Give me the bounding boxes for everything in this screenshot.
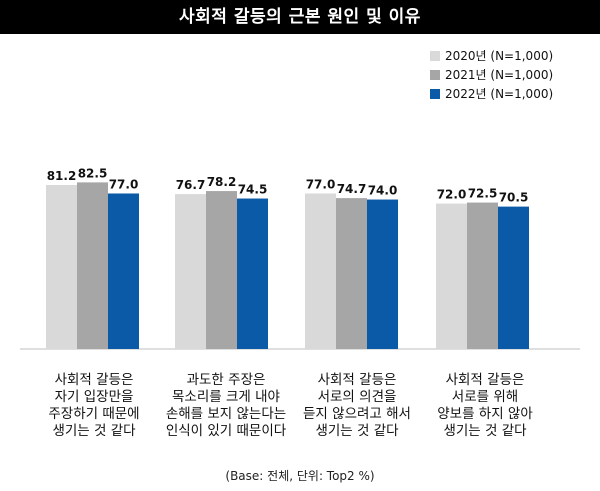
- legend-label-1: 2020년 (N=1,000): [445, 49, 553, 63]
- data-label-2-2: 78.2: [207, 175, 237, 189]
- bar-3-4: [498, 206, 529, 349]
- data-label-3-1: 77.0: [109, 177, 139, 191]
- data-label-1-2: 76.7: [176, 178, 206, 192]
- category-label-3: 사회적 갈등은 서로의 의견을 듣지 않으려고 해서 생기는 것 같다: [303, 372, 411, 439]
- category-label-1: 사회적 갈등은 자기 입장만을 주장하기 때문에 생기는 것 같다: [48, 372, 140, 439]
- legend-label-3: 2022년 (N=1,000): [445, 87, 553, 101]
- data-label-1-3: 77.0: [306, 177, 336, 191]
- chart-title: 사회적 갈등의 근본 원인 및 이유: [179, 7, 421, 27]
- bar-1-1: [46, 185, 77, 349]
- data-label-2-3: 74.7: [337, 182, 367, 196]
- bar-1-4: [436, 203, 467, 349]
- data-label-2-4: 72.5: [468, 187, 498, 201]
- bar-2-4: [467, 202, 498, 349]
- base-note: (Base: 전체, 단위: Top2 %): [225, 469, 375, 483]
- bar-3-3: [367, 199, 398, 349]
- category-label-2: 과도한 주장은 목소리를 크게 내야 손해를 보지 않는다는 인식이 있기 때문…: [165, 372, 287, 439]
- title-bar: [0, 0, 600, 34]
- legend-swatch-2: [430, 70, 440, 80]
- data-label-3-2: 74.5: [238, 183, 268, 197]
- bar-1-2: [175, 194, 206, 349]
- data-label-3-4: 70.5: [499, 191, 529, 205]
- bar-2-3: [336, 198, 367, 349]
- data-label-1-4: 72.0: [437, 188, 467, 202]
- legend-swatch-1: [430, 51, 440, 61]
- data-label-3-3: 74.0: [368, 184, 398, 198]
- data-label-2-1: 82.5: [78, 166, 108, 180]
- bar-2-1: [77, 182, 108, 349]
- bar-1-3: [305, 193, 336, 349]
- bar-3-2: [237, 198, 268, 349]
- legend-swatch-3: [430, 89, 440, 99]
- bar-2-2: [206, 191, 237, 349]
- category-label-4: 사회적 갈등은 서로를 위해 양보를 하지 않아 생기는 것 같다: [437, 372, 533, 439]
- bar-chart: 81.2 76.7 77.0 72.0 82.5 78.2 74.7 72.5 77.0 74.5…: [20, 49, 580, 350]
- data-label-1-1: 81.2: [47, 169, 77, 183]
- legend-label-2: 2021년 (N=1,000): [445, 68, 553, 82]
- bar-3-1: [108, 193, 139, 349]
